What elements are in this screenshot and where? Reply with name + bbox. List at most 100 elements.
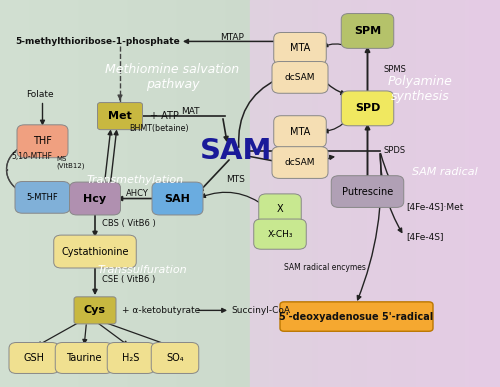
Bar bbox=[78, 0, 79, 387]
Bar bbox=[381, 0, 382, 387]
Bar bbox=[212, 0, 213, 387]
Bar bbox=[479, 0, 480, 387]
Bar bbox=[366, 0, 367, 387]
Bar bbox=[220, 0, 221, 387]
Text: X-CH₃: X-CH₃ bbox=[267, 229, 293, 239]
Bar bbox=[257, 0, 258, 387]
Bar bbox=[319, 0, 320, 387]
Text: Putrescine: Putrescine bbox=[342, 187, 393, 197]
Bar bbox=[38, 0, 39, 387]
Bar bbox=[486, 0, 487, 387]
Bar bbox=[311, 0, 312, 387]
Bar bbox=[22, 0, 23, 387]
Bar bbox=[455, 0, 456, 387]
Bar bbox=[466, 0, 467, 387]
Bar bbox=[484, 0, 485, 387]
Text: 5-MTHF: 5-MTHF bbox=[26, 193, 58, 202]
Bar bbox=[160, 0, 161, 387]
Bar bbox=[201, 0, 202, 387]
Bar bbox=[247, 0, 248, 387]
Text: SAM radical encymes: SAM radical encymes bbox=[284, 263, 366, 272]
Bar bbox=[464, 0, 465, 387]
Bar bbox=[378, 0, 379, 387]
Bar bbox=[376, 0, 377, 387]
Bar bbox=[206, 0, 207, 387]
Bar bbox=[229, 0, 230, 387]
Bar bbox=[430, 0, 431, 387]
Bar bbox=[171, 0, 172, 387]
Bar bbox=[363, 0, 364, 387]
Text: dcSAM: dcSAM bbox=[285, 73, 316, 82]
Bar bbox=[439, 0, 440, 387]
Bar bbox=[272, 0, 273, 387]
Bar bbox=[85, 0, 86, 387]
Bar bbox=[96, 0, 97, 387]
Bar bbox=[60, 0, 61, 387]
Bar bbox=[81, 0, 82, 387]
Bar bbox=[215, 0, 216, 387]
Bar bbox=[268, 0, 269, 387]
Bar bbox=[224, 0, 225, 387]
Bar bbox=[144, 0, 145, 387]
Bar bbox=[358, 0, 359, 387]
Bar bbox=[396, 0, 397, 387]
Bar bbox=[105, 0, 106, 387]
Bar bbox=[12, 0, 13, 387]
Bar bbox=[260, 0, 261, 387]
Bar bbox=[245, 0, 246, 387]
Bar bbox=[26, 0, 27, 387]
Text: Taurine: Taurine bbox=[66, 353, 102, 363]
Bar bbox=[126, 0, 127, 387]
Bar bbox=[175, 0, 176, 387]
Bar bbox=[482, 0, 483, 387]
Bar bbox=[48, 0, 49, 387]
Bar bbox=[380, 0, 381, 387]
Bar bbox=[393, 0, 394, 387]
Bar bbox=[373, 0, 374, 387]
Text: AHCY: AHCY bbox=[126, 189, 148, 199]
Bar bbox=[149, 0, 150, 387]
Bar bbox=[302, 0, 303, 387]
Bar bbox=[179, 0, 180, 387]
Bar bbox=[333, 0, 334, 387]
Bar bbox=[68, 0, 69, 387]
Bar bbox=[106, 0, 107, 387]
Bar bbox=[211, 0, 212, 387]
Bar bbox=[101, 0, 102, 387]
Bar bbox=[39, 0, 40, 387]
Bar bbox=[323, 0, 324, 387]
Bar bbox=[264, 0, 265, 387]
Bar bbox=[334, 0, 335, 387]
Bar bbox=[123, 0, 124, 387]
Bar bbox=[428, 0, 429, 387]
Bar bbox=[121, 0, 122, 387]
Bar bbox=[249, 0, 250, 387]
Bar bbox=[443, 0, 444, 387]
Bar bbox=[338, 0, 339, 387]
Text: Cystathionine: Cystathionine bbox=[61, 247, 129, 257]
Bar bbox=[2, 0, 3, 387]
Bar bbox=[19, 0, 20, 387]
Bar bbox=[193, 0, 194, 387]
Bar bbox=[450, 0, 451, 387]
Bar bbox=[353, 0, 354, 387]
Bar bbox=[387, 0, 388, 387]
Bar bbox=[55, 0, 56, 387]
Bar bbox=[192, 0, 193, 387]
Bar bbox=[303, 0, 304, 387]
Bar bbox=[170, 0, 171, 387]
Bar bbox=[125, 0, 126, 387]
Bar bbox=[481, 0, 482, 387]
Bar bbox=[36, 0, 37, 387]
Text: THF: THF bbox=[33, 136, 52, 146]
Bar bbox=[147, 0, 148, 387]
Bar bbox=[197, 0, 198, 387]
Bar bbox=[480, 0, 481, 387]
Bar bbox=[73, 0, 74, 387]
Bar bbox=[42, 0, 43, 387]
FancyBboxPatch shape bbox=[254, 219, 306, 249]
Bar bbox=[436, 0, 437, 387]
Text: + ATP: + ATP bbox=[150, 111, 179, 121]
Bar bbox=[297, 0, 298, 387]
Bar bbox=[172, 0, 173, 387]
